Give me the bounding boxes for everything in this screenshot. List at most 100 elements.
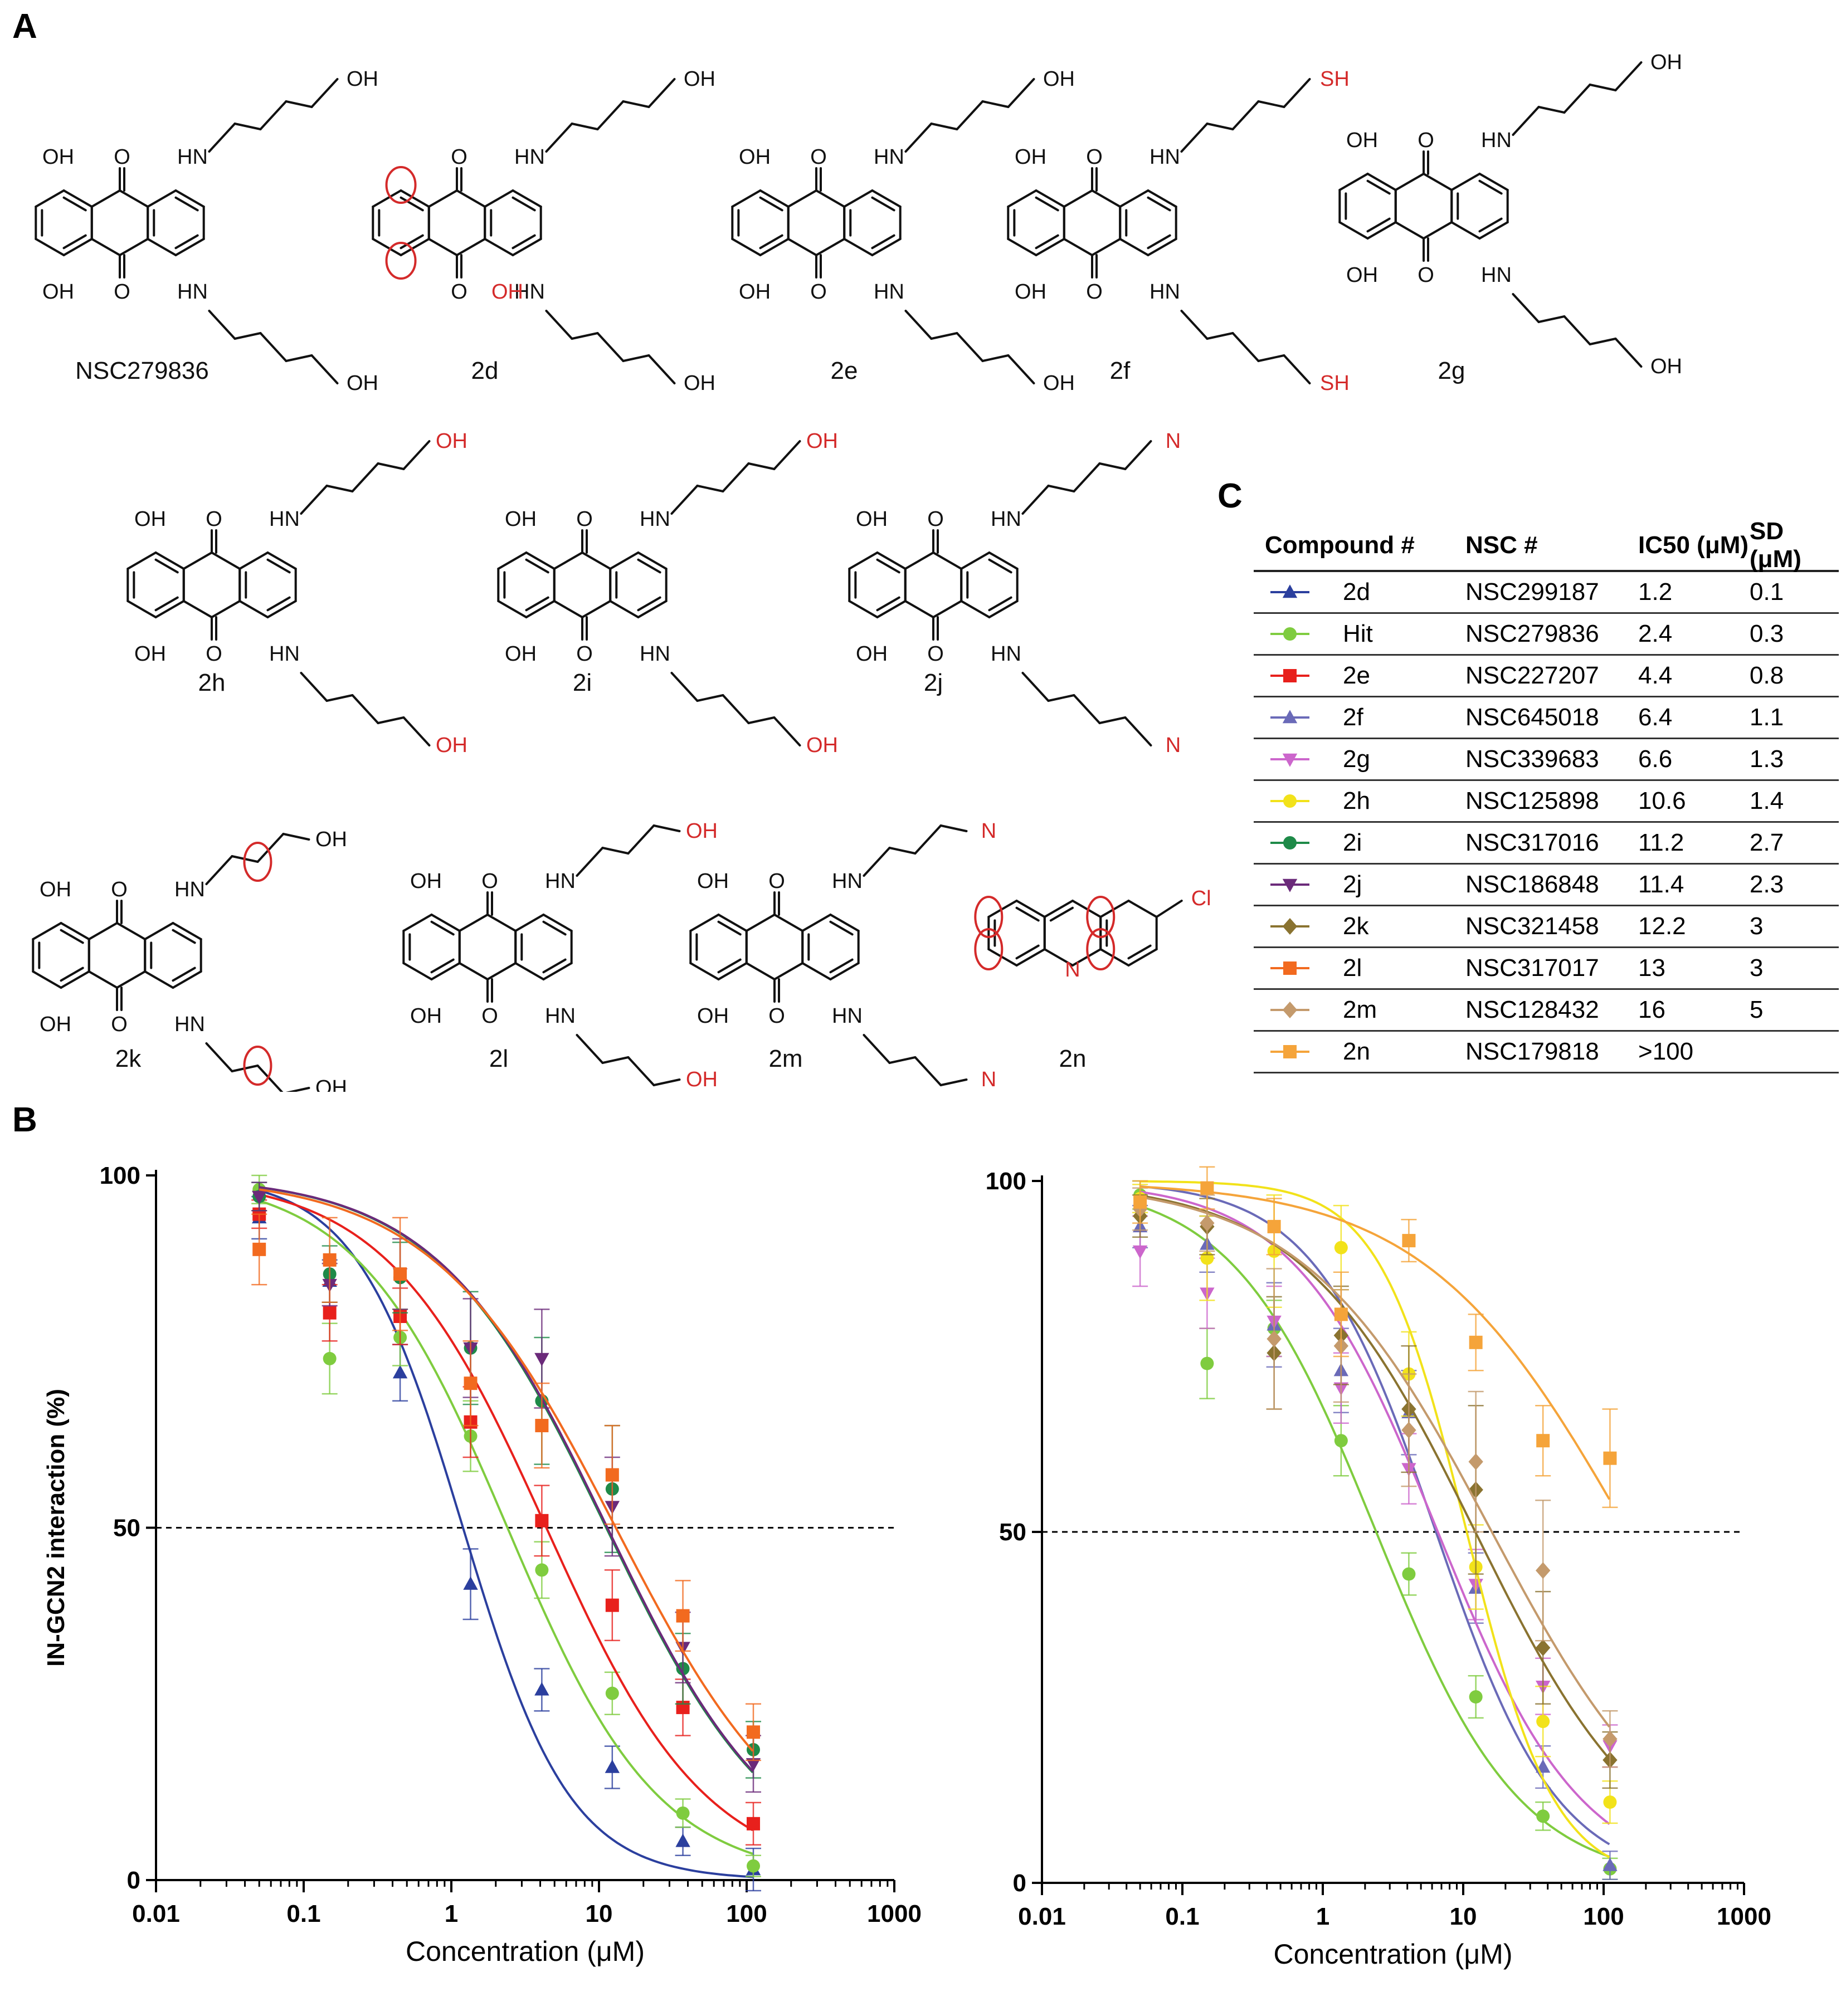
bond [325, 694, 354, 702]
bond [988, 600, 1019, 618]
data-point-Hit [605, 1686, 619, 1700]
compound-id: 2n [1343, 1038, 1370, 1065]
terminal-group: OH [684, 67, 715, 91]
bond [1478, 217, 1503, 233]
x-tick-label: 1000 [867, 1900, 922, 1927]
bond [1180, 310, 1209, 340]
bond [351, 462, 379, 492]
cell-ic50: 2.4 [1638, 620, 1673, 647]
structure-mark [1086, 896, 1116, 938]
bond [430, 962, 461, 980]
cell-nsc: NSC128432 [1465, 996, 1599, 1023]
bond [147, 238, 177, 256]
bond [60, 929, 84, 944]
bond [871, 234, 895, 250]
x-tick-label: 0.1 [1165, 1903, 1199, 1930]
bond [930, 332, 958, 340]
structure-mark [1086, 928, 1116, 970]
ring-nitrogen: N [1065, 958, 1080, 982]
terminal-group: OH [1043, 372, 1075, 395]
bond [1015, 948, 1046, 966]
bond [1091, 238, 1122, 256]
hydroxyl: OH [1346, 263, 1378, 287]
bond [1614, 61, 1643, 91]
cell-ic50: 1.2 [1638, 578, 1673, 606]
header-ic50: IC50 (μM) [1638, 531, 1749, 559]
bond [126, 551, 157, 570]
bond [87, 970, 118, 989]
bond [119, 189, 149, 208]
data-point-Hit [1402, 1567, 1416, 1581]
data-marker [1283, 669, 1297, 682]
cell-ic50: 16 [1638, 996, 1665, 1023]
bond [116, 922, 147, 940]
bond [581, 600, 612, 618]
bond [932, 600, 963, 618]
bond [400, 234, 424, 250]
bond [848, 600, 879, 618]
bond [172, 970, 202, 989]
carbonyl-o: O [576, 507, 593, 531]
hydroxyl: OH [697, 1004, 729, 1028]
terminal-group: N [981, 1068, 996, 1091]
x-axis-label: Concentration (μM) [406, 1936, 645, 1967]
amine-hn: HN [640, 642, 670, 666]
cell-sd: 1.4 [1750, 787, 1784, 814]
bond [116, 970, 147, 989]
bond [815, 238, 846, 256]
cell-compound: 2h [1254, 787, 1465, 815]
structure-mark [974, 928, 1004, 970]
bond [62, 196, 87, 212]
bond [1423, 221, 1453, 240]
bond [596, 100, 625, 130]
data-point-2n [1603, 1451, 1617, 1465]
bond [956, 100, 984, 130]
bond [266, 596, 291, 612]
data-point-2n [1402, 1234, 1416, 1248]
data-point-Hit [535, 1563, 549, 1577]
bond [154, 551, 185, 570]
table-row: 2h NSC125898 10.6 1.4 [1254, 781, 1839, 823]
bond [1206, 332, 1234, 340]
bond [689, 914, 720, 932]
bond [1206, 123, 1234, 130]
bond [871, 196, 895, 212]
bond [182, 600, 213, 618]
data-point-2n [1334, 1307, 1348, 1321]
bond [174, 196, 199, 212]
bond [1537, 106, 1566, 114]
bond [402, 962, 433, 980]
bond [400, 189, 430, 208]
data-marker [1283, 794, 1297, 808]
cell-nsc: NSC317017 [1465, 954, 1599, 982]
bond [238, 551, 269, 570]
data-point-Hit [1334, 1434, 1348, 1448]
bond [542, 962, 573, 980]
bond [601, 847, 630, 855]
bond [871, 189, 902, 208]
terminal-group: OH [1650, 51, 1682, 74]
x-tick-label: 1000 [1717, 1903, 1771, 1930]
bond [1450, 221, 1481, 240]
data-marker [1283, 1045, 1297, 1058]
bond [1127, 900, 1158, 918]
data-point-2l [252, 1242, 266, 1256]
data-marker [1282, 878, 1298, 892]
cell-nsc: NSC317016 [1465, 829, 1599, 856]
amine-hn: HN [991, 507, 1021, 531]
bond [545, 310, 573, 340]
chlorine: Cl [1191, 887, 1211, 910]
data-point-Hit [1200, 1356, 1214, 1370]
cell-sd: 2.7 [1750, 829, 1784, 856]
bond [571, 332, 599, 340]
table-row: 2k NSC321458 12.2 3 [1254, 906, 1839, 948]
bond [1124, 440, 1152, 470]
bond [576, 1034, 604, 1064]
data-point-2n [1133, 1195, 1147, 1209]
cell-compound: 2n [1254, 1038, 1465, 1066]
hydroxyl: OH [856, 642, 888, 666]
bond [670, 672, 699, 702]
data-point-2d [534, 1682, 549, 1696]
bond [987, 900, 1018, 918]
legend-marker [1270, 753, 1309, 767]
